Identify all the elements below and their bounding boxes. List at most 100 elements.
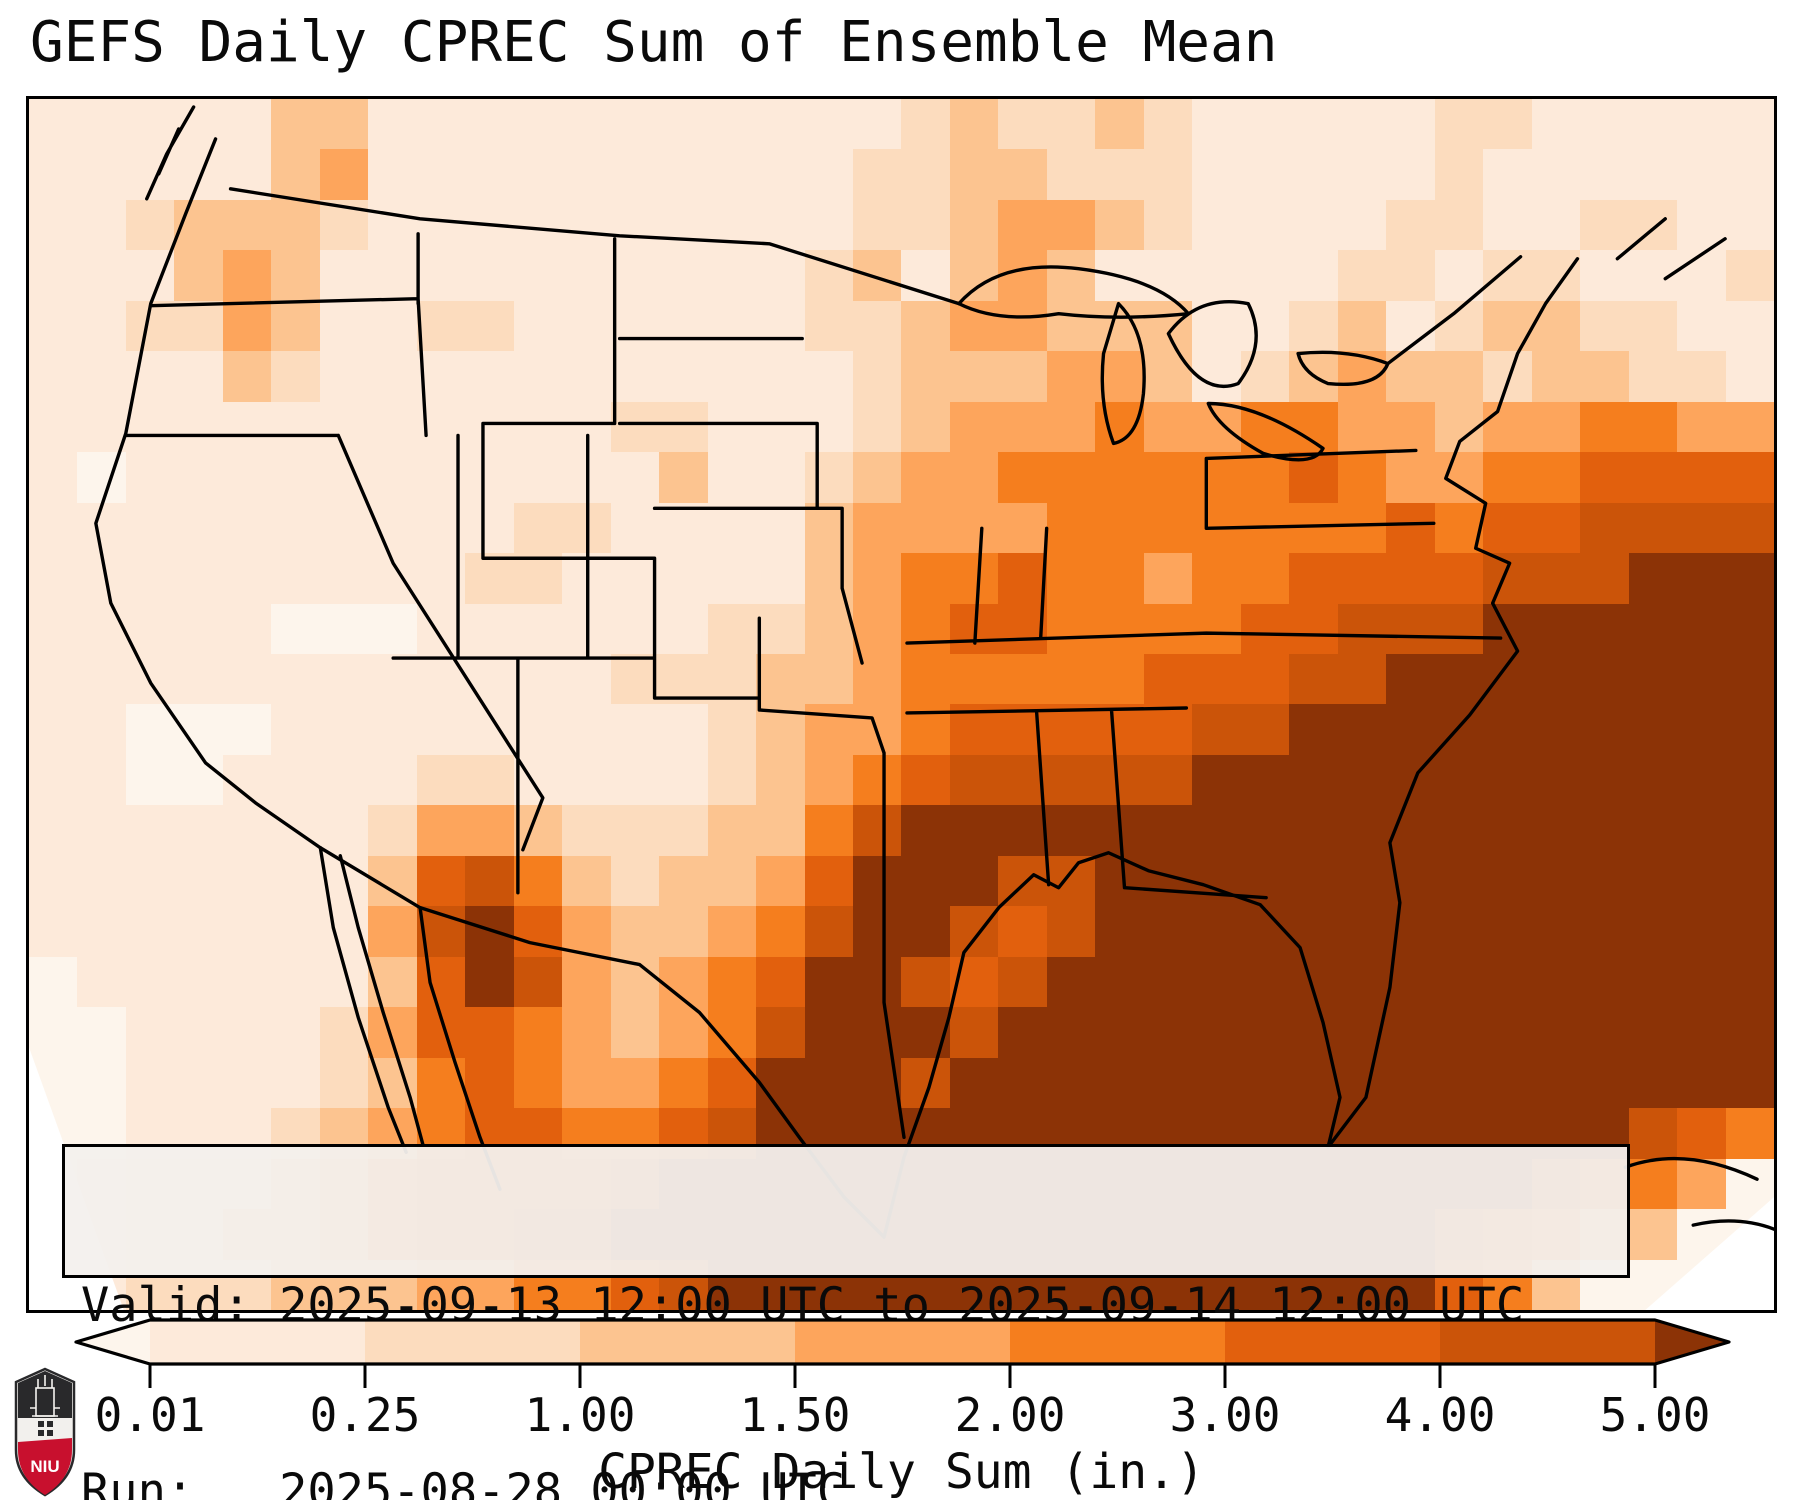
grid-cell	[562, 906, 611, 957]
grid-cell	[1628, 452, 1678, 503]
grid-cell	[853, 99, 902, 150]
grid-cell	[756, 99, 805, 150]
grid-cell	[319, 553, 369, 604]
grid-cell	[513, 603, 563, 655]
grid-cell	[1192, 1007, 1241, 1058]
grid-cell	[1628, 956, 1678, 1008]
grid-cell	[29, 1007, 78, 1058]
grid-cell	[1337, 553, 1387, 604]
grid-cell	[1483, 99, 1532, 150]
grid-cell	[1483, 956, 1532, 1008]
grid-cell	[1192, 452, 1241, 503]
grid-cell	[174, 754, 223, 806]
grid-cell	[1434, 805, 1484, 856]
grid-cell	[610, 805, 660, 856]
grid-cell	[465, 452, 514, 503]
grid-cell	[1289, 704, 1338, 755]
grid-cell	[1046, 300, 1096, 352]
grid-cell	[659, 401, 708, 453]
grid-cell	[610, 351, 660, 402]
grid-cell	[125, 704, 175, 755]
grid-cell	[1434, 553, 1484, 604]
grid-cell	[707, 603, 757, 655]
grid-cell	[29, 300, 78, 352]
grid-cell	[465, 553, 514, 604]
grid-cell	[1289, 1057, 1338, 1109]
grid-cell	[1531, 754, 1581, 806]
grid-cell	[465, 99, 514, 150]
grid-cell	[222, 502, 272, 554]
grid-cell	[1580, 452, 1629, 503]
grid-cell	[1337, 452, 1387, 503]
grid-cell	[174, 956, 223, 1008]
grid-cell	[368, 805, 417, 856]
grid-cell	[707, 704, 757, 755]
grid-cell	[125, 855, 175, 907]
grid-cell	[659, 99, 708, 150]
grid-cell	[1095, 149, 1144, 200]
grid-cell	[1677, 250, 1726, 301]
grid-cell	[1531, 805, 1581, 856]
grid-cell	[949, 149, 999, 200]
grid-cell	[174, 805, 223, 856]
grid-cell	[222, 906, 272, 957]
grid-cell	[125, 452, 175, 503]
grid-cell	[77, 401, 126, 453]
grid-cell	[1386, 502, 1435, 554]
grid-cell	[1192, 149, 1241, 200]
grid-cell	[1725, 754, 1774, 806]
grid-cell	[1240, 1007, 1290, 1058]
grid-cell	[1531, 401, 1581, 453]
grid-cell	[610, 149, 660, 200]
grid-cell	[707, 1057, 757, 1109]
grid-cell	[1580, 654, 1629, 705]
grid-cell	[1386, 99, 1435, 150]
grid-cell	[174, 855, 223, 907]
grid-cell	[998, 654, 1047, 705]
grid-cell	[998, 1057, 1047, 1109]
grid-cell	[465, 1007, 514, 1058]
grid-cell	[756, 855, 805, 907]
grid-cell	[853, 754, 902, 806]
grid-cell	[465, 805, 514, 856]
grid-cell	[998, 906, 1047, 957]
grid-cell	[1725, 704, 1774, 755]
grid-cell	[949, 199, 999, 251]
grid-cell	[271, 1007, 320, 1058]
grid-cell	[416, 99, 466, 150]
grid-cell	[804, 906, 854, 957]
grid-cell	[29, 199, 78, 251]
grid-cell	[271, 199, 320, 251]
grid-cell	[174, 401, 223, 453]
grid-cell	[756, 452, 805, 503]
grid-cell	[901, 906, 950, 957]
colorbar-segment	[150, 1320, 365, 1364]
grid-cell	[416, 956, 466, 1008]
grid-cell	[319, 250, 369, 301]
grid-cell	[804, 99, 854, 150]
grid-cell	[416, 250, 466, 301]
grid-cell	[1628, 502, 1678, 554]
grid-cell	[29, 452, 78, 503]
grid-cell	[1531, 1057, 1581, 1109]
grid-cell	[1531, 452, 1581, 503]
grid-cell	[1677, 654, 1726, 705]
grid-cell	[1337, 956, 1387, 1008]
grid-cell	[174, 1057, 223, 1109]
grid-cell	[1192, 805, 1241, 856]
grid-cell	[368, 149, 417, 200]
grid-cell	[707, 502, 757, 554]
colorbar-tick-label: 5.00	[1599, 1388, 1711, 1442]
grid-cell	[1095, 704, 1144, 755]
grid-cell	[1434, 603, 1484, 655]
grid-cell	[949, 351, 999, 402]
grid-cell	[29, 351, 78, 402]
grid-cell	[804, 754, 854, 806]
colorbar-segment	[1010, 1320, 1225, 1364]
grid-cell	[77, 754, 126, 806]
lake-erie-outline	[1206, 401, 1325, 462]
grid-cell	[1531, 603, 1581, 655]
grid-cell	[1483, 1057, 1532, 1109]
grid-cell	[853, 250, 902, 301]
grid-cell	[77, 906, 126, 957]
